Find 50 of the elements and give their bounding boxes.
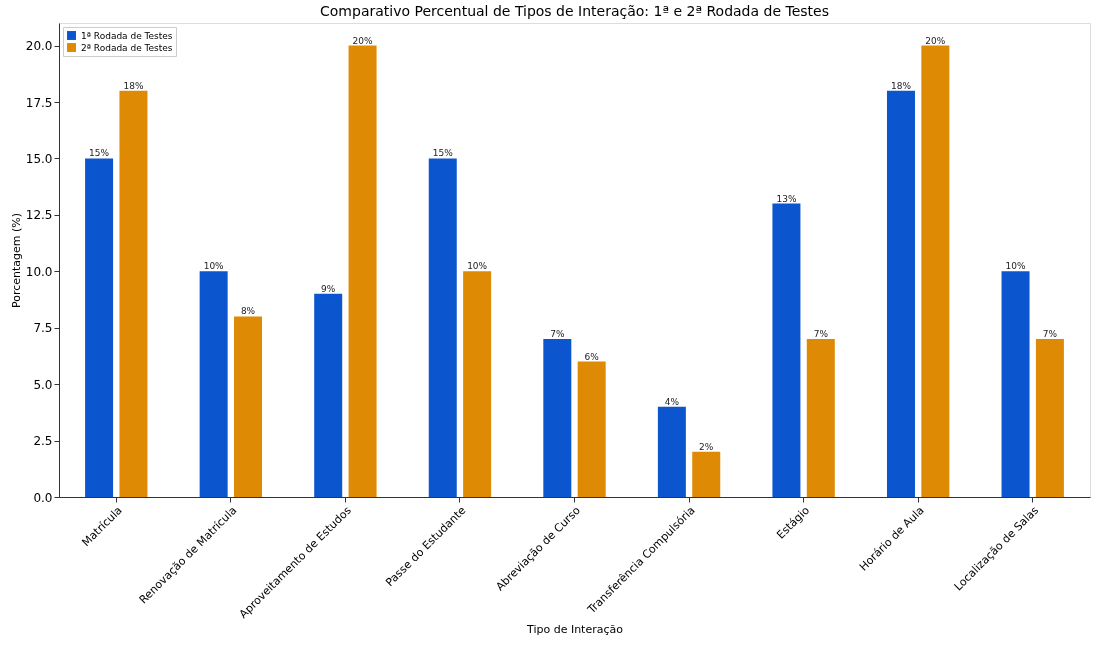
data-label: 10%	[203, 261, 225, 272]
data-label: 7%	[550, 329, 565, 339]
y-tick-label: 0.0	[33, 490, 53, 505]
bar	[463, 271, 492, 497]
data-label: 10%	[1005, 261, 1026, 272]
bar	[921, 45, 950, 497]
x-axis-title: Tipo de Interação	[526, 623, 624, 637]
bar	[886, 90, 915, 497]
legend-label: 2ª Rodada de Testes	[81, 42, 173, 53]
bar	[428, 158, 457, 497]
data-label: 20%	[925, 35, 946, 46]
data-label: 7%	[813, 329, 829, 339]
data-label: 13%	[776, 193, 797, 204]
bar	[119, 90, 148, 497]
y-tick-label: 5.0	[33, 377, 53, 392]
y-tick-label: 17.5	[25, 95, 53, 110]
data-label: 9%	[321, 283, 336, 294]
data-label: 18%	[123, 80, 144, 91]
y-tick-label: 2.5	[33, 434, 53, 449]
data-label: 8%	[240, 306, 256, 317]
data-label: 18%	[890, 80, 912, 91]
data-label: 10%	[467, 261, 488, 272]
y-tick-label: 7.5	[33, 321, 53, 336]
bar	[1001, 271, 1030, 497]
bar	[657, 406, 686, 497]
y-tick-label: 12.5	[25, 208, 53, 223]
bar	[577, 361, 606, 497]
bar	[85, 158, 114, 497]
data-label: 15%	[89, 148, 110, 159]
data-label: 15%	[432, 148, 454, 159]
legend-label: 1ª Rodada de Testes	[81, 30, 173, 41]
bar	[1035, 339, 1064, 497]
bar	[234, 316, 263, 497]
chart-title: Comparativo Percentual de Tipos de Interação: 1ª e 2ª Rodada de Testes	[320, 3, 829, 19]
data-label: 4%	[664, 396, 680, 407]
bar	[314, 293, 343, 497]
data-label: 6%	[584, 351, 600, 362]
bar	[772, 203, 801, 497]
bar	[348, 45, 377, 497]
bar	[543, 339, 572, 497]
y-tick-label: 10.0	[25, 264, 53, 279]
data-label: 7%	[1042, 329, 1058, 339]
data-label: 20%	[352, 35, 374, 46]
bar	[806, 339, 835, 497]
y-tick-label: 20.0	[25, 39, 53, 54]
y-axis-title: Porcentagem (%)	[9, 212, 23, 309]
bar	[199, 271, 228, 497]
bar	[692, 451, 721, 497]
data-label: 2%	[699, 441, 714, 452]
y-tick-label: 15.0	[25, 151, 53, 166]
